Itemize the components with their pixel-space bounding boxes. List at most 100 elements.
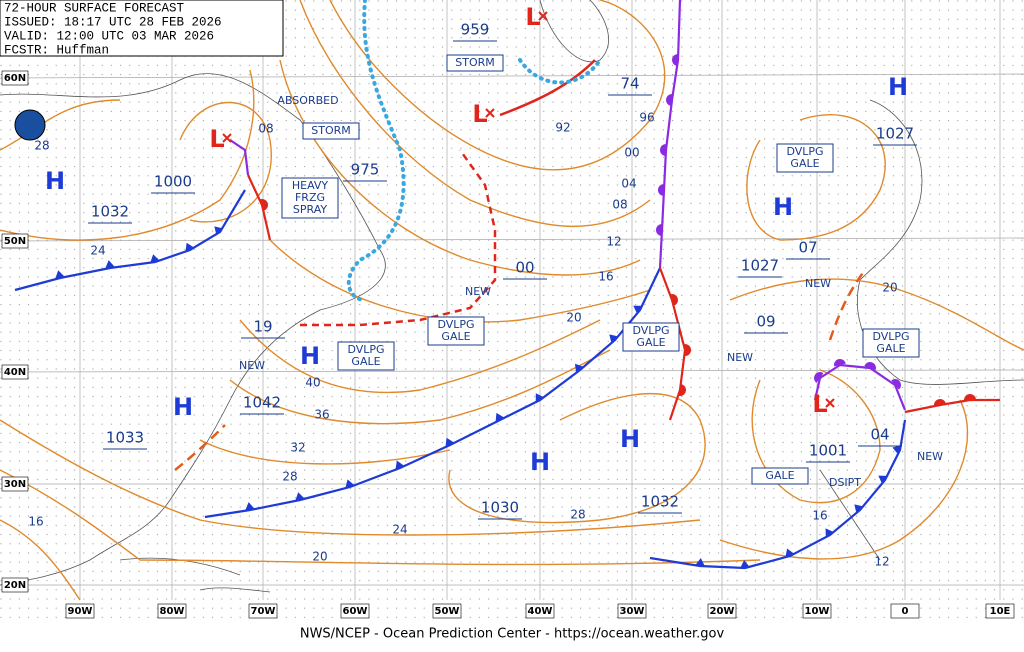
isobar-label: 00 xyxy=(624,146,639,160)
isobar-label: 24 xyxy=(90,244,105,258)
lon-label-box xyxy=(157,603,187,619)
note: NEW xyxy=(917,450,943,463)
occluded-front xyxy=(813,359,907,411)
isobar-label: 40 xyxy=(305,376,320,390)
lon-label-box xyxy=(340,603,370,619)
warning-text: DVLPG xyxy=(632,324,669,337)
warning-text: GALE xyxy=(636,336,665,349)
lon-label-box xyxy=(65,603,95,619)
lon-label-box xyxy=(525,603,555,619)
cold-front xyxy=(14,189,246,292)
lon-label-box xyxy=(985,603,1015,619)
warning-text: GALE xyxy=(441,330,470,343)
warning-box xyxy=(862,328,920,358)
isobar-label: 96 xyxy=(639,111,654,125)
isobar-label: 28 xyxy=(282,470,297,484)
isobar-label: 32 xyxy=(290,441,305,455)
warning-box xyxy=(302,122,360,140)
header-line: ISSUED: 18:17 UTC 28 FEB 2026 xyxy=(4,15,222,29)
low-x xyxy=(222,133,232,143)
pressure-label: 19 xyxy=(253,318,272,336)
pressure-label: 74 xyxy=(620,75,639,93)
low-center: L xyxy=(209,125,224,153)
isobar-label: 24 xyxy=(392,523,407,537)
warning-text: DVLPG xyxy=(437,318,474,331)
isobar-label: 16 xyxy=(28,515,43,529)
isobar-label: 20 xyxy=(882,281,897,295)
low-track xyxy=(499,59,596,117)
occluded-front xyxy=(229,139,250,176)
lon-label: 10E xyxy=(990,606,1011,617)
lon-label: 0 xyxy=(902,606,909,617)
low-center: L xyxy=(525,3,540,31)
isobar-label: 28 xyxy=(570,508,585,522)
lon-label-box xyxy=(890,603,920,619)
warning-text: DVLPG xyxy=(347,343,384,356)
high-center: H xyxy=(773,193,793,221)
pressure-label: 1033 xyxy=(106,429,144,447)
pressure-label: 959 xyxy=(461,21,490,39)
warning-text: GALE xyxy=(790,157,819,170)
warning-text: GALE xyxy=(351,355,380,368)
lat-label-box xyxy=(1,233,29,249)
isobar-label: 20 xyxy=(566,311,581,325)
low-x xyxy=(825,398,835,408)
isobar-label: 12 xyxy=(606,235,621,249)
cold-front xyxy=(649,419,907,570)
lon-label: 70W xyxy=(251,606,276,617)
header-line: FCSTR: Huffman xyxy=(4,43,109,57)
warning-box xyxy=(337,341,395,371)
pressure-label: 1027 xyxy=(741,257,779,275)
warm-front xyxy=(247,174,272,241)
noaa-logo xyxy=(14,109,46,141)
pressure-label: 07 xyxy=(798,239,817,257)
warning-text: FRZG xyxy=(295,191,325,204)
lon-label-box xyxy=(432,603,462,619)
warning-text: SPRAY xyxy=(293,203,327,216)
lon-label: 30W xyxy=(620,606,645,617)
header-box xyxy=(0,0,284,57)
cold-front xyxy=(204,267,661,519)
warning-text: STORM xyxy=(311,124,351,137)
isobar-label: 08 xyxy=(612,198,627,212)
header-line: VALID: 12:00 UTC 03 MAR 2026 xyxy=(4,29,214,43)
warning-text: GALE xyxy=(876,342,905,355)
warning-box xyxy=(776,143,834,173)
isobar-label: 16 xyxy=(812,509,827,523)
isobar-label: 12 xyxy=(874,555,889,569)
isobar-label: 04 xyxy=(621,177,636,191)
warning-text: STORM xyxy=(455,56,495,69)
pressure-label: 1042 xyxy=(243,394,281,412)
note: NEW xyxy=(239,359,265,372)
pressure-label: 1000 xyxy=(154,173,192,191)
lon-label: 10W xyxy=(805,606,830,617)
lon-label: 80W xyxy=(160,606,185,617)
lat-label-box xyxy=(1,70,29,86)
isobar-label: 92 xyxy=(555,121,570,135)
grid-dots xyxy=(0,0,1024,620)
pressure-label: 1001 xyxy=(809,442,847,460)
header-line: 72-HOUR SURFACE FORECAST xyxy=(4,1,185,15)
warm-front xyxy=(658,267,691,421)
fronts xyxy=(14,0,1000,570)
lat-label: 40N xyxy=(4,367,26,378)
warning-box xyxy=(622,322,680,352)
pressure-label: 1030 xyxy=(481,499,519,517)
lon-label: 60W xyxy=(343,606,368,617)
pressure-label: 04 xyxy=(870,426,889,444)
note: DSIPT xyxy=(829,476,861,489)
warning-text: DVLPG xyxy=(872,330,909,343)
ice-edge xyxy=(346,0,602,302)
low-center: L xyxy=(812,390,827,418)
lon-label-box xyxy=(248,603,278,619)
footer: NWS/NCEP - Ocean Prediction Center - htt… xyxy=(300,627,725,642)
lat-label-box xyxy=(1,476,29,492)
lon-label-box xyxy=(802,603,832,619)
note: NEW xyxy=(465,285,491,298)
warning-box xyxy=(446,54,504,72)
warning-text: GALE xyxy=(765,469,794,482)
isobar-label: 28 xyxy=(34,139,49,153)
lon-label-box xyxy=(617,603,647,619)
warning-box xyxy=(427,316,485,346)
